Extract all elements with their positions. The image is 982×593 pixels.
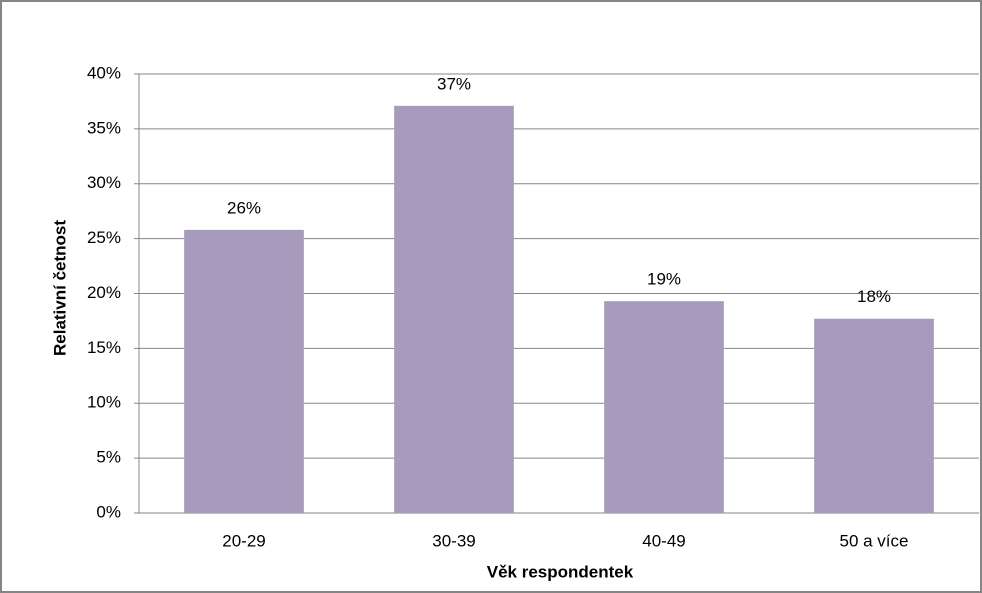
y-tick-label: 5%	[96, 448, 121, 467]
x-tick-label: 50 a více	[840, 531, 909, 550]
y-tick-label: 25%	[87, 228, 121, 247]
data-label: 37%	[437, 74, 471, 93]
y-tick-label: 0%	[96, 502, 121, 521]
x-tick-label: 30-39	[432, 531, 475, 550]
x-tick-label: 40-49	[642, 531, 685, 550]
y-tick-label: 10%	[87, 393, 121, 412]
bar	[394, 105, 514, 513]
x-tick-label: 20-29	[222, 531, 265, 550]
data-label: 26%	[227, 198, 261, 217]
bar	[184, 229, 304, 513]
y-axis-label: Relativní četnost	[50, 220, 69, 356]
y-tick-label: 15%	[87, 338, 121, 357]
bar	[814, 318, 934, 513]
bar	[604, 301, 724, 513]
data-label: 19%	[647, 270, 681, 289]
y-tick-label: 20%	[87, 283, 121, 302]
data-label: 18%	[857, 287, 891, 306]
y-tick-label: 30%	[87, 173, 121, 192]
y-tick-label: 40%	[87, 63, 121, 82]
y-tick-label: 35%	[87, 118, 121, 137]
x-axis-label: Věk respondentek	[487, 562, 634, 581]
